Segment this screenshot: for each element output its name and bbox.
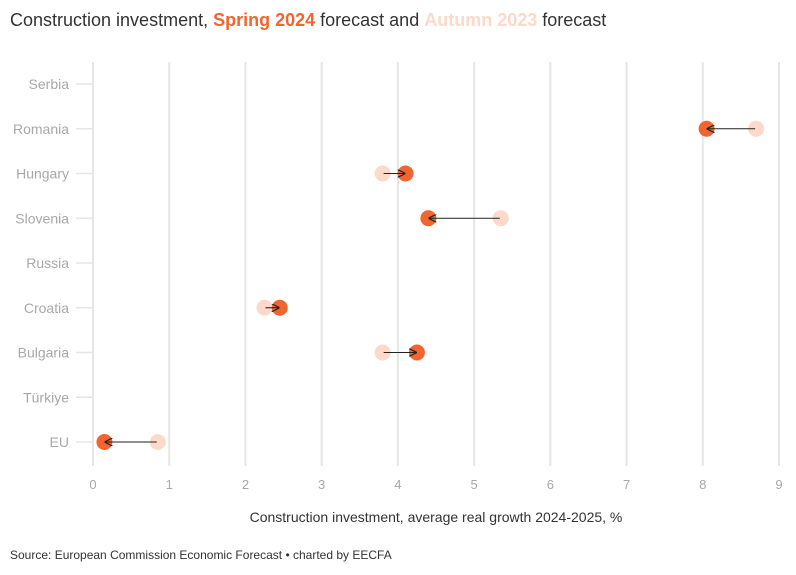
x-tick-label: 9	[775, 477, 782, 492]
title-middle: forecast and	[315, 10, 425, 30]
x-tick-label: 8	[699, 477, 706, 492]
x-tick-label: 3	[318, 477, 325, 492]
title-spring-label: Spring 2024	[213, 10, 316, 30]
category-label: Russia	[26, 255, 69, 271]
x-tick-label: 1	[166, 477, 173, 492]
x-tick-label: 0	[89, 477, 96, 492]
x-tick-label: 2	[242, 477, 249, 492]
x-tick-label: 7	[623, 477, 630, 492]
x-tick-label: 6	[547, 477, 554, 492]
autumn-2023-point	[748, 120, 765, 137]
data-marks	[96, 120, 765, 450]
autumn-2023-point	[374, 165, 391, 182]
source-note: Source: European Commission Economic For…	[10, 548, 392, 562]
category-label: Bulgaria	[18, 345, 70, 361]
category-label: Hungary	[16, 166, 69, 182]
title-prefix: Construction investment,	[10, 10, 214, 30]
category-label: Romania	[13, 121, 69, 137]
title-suffix: forecast	[537, 10, 607, 30]
autumn-2023-point	[149, 434, 166, 450]
autumn-2023-point	[256, 299, 273, 316]
category-label: Slovenia	[15, 210, 69, 226]
autumn-2023-point	[492, 210, 509, 227]
x-tick-labels: 0 1 2 3 4 5 6 7 8 9	[89, 477, 782, 492]
x-tick-label: 5	[470, 477, 477, 492]
chart-title: Construction investment, Spring 2024 for…	[10, 10, 606, 31]
autumn-2023-point	[374, 344, 391, 361]
category-label: Türkiye	[23, 389, 69, 405]
category-label: Serbia	[29, 76, 70, 92]
x-axis-label: Construction investment, average real gr…	[250, 509, 623, 525]
category-label: EU	[50, 434, 69, 450]
x-tick-label: 4	[394, 477, 401, 492]
category-labels: Serbia Romania Hungary Slovenia Russia Croati…	[13, 76, 69, 450]
grid-layer	[76, 62, 780, 466]
category-label: Croatia	[24, 300, 69, 316]
title-autumn-label: Autumn 2023	[424, 10, 538, 30]
